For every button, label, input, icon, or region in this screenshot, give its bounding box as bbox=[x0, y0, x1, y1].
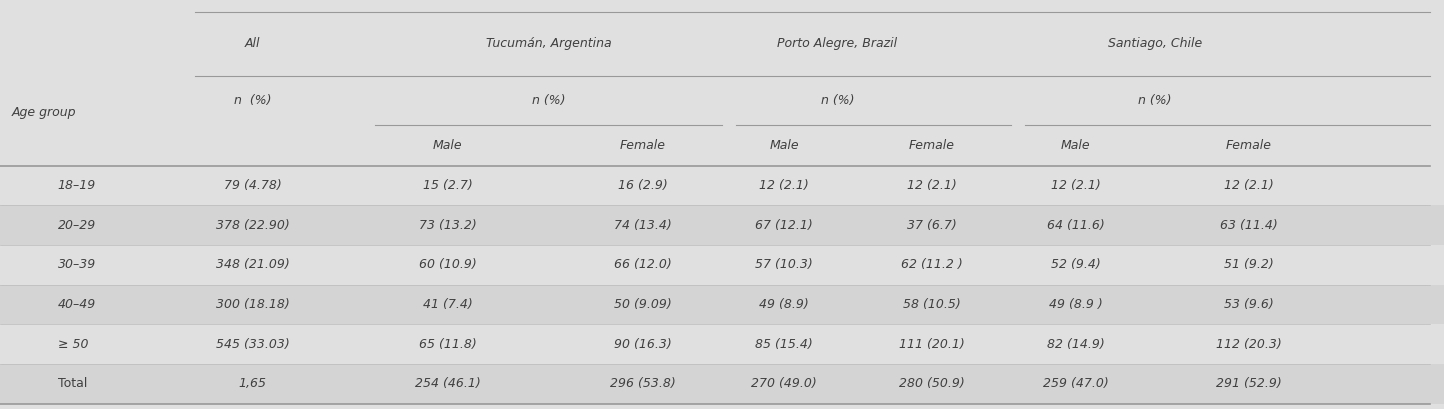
Text: 296 (53.8): 296 (53.8) bbox=[609, 378, 676, 390]
Text: n (%): n (%) bbox=[1138, 94, 1173, 107]
Text: Female: Female bbox=[1226, 139, 1272, 152]
Text: 20–29: 20–29 bbox=[58, 219, 95, 231]
Text: 12 (2.1): 12 (2.1) bbox=[907, 179, 956, 192]
Text: Female: Female bbox=[619, 139, 666, 152]
Bar bbox=[0, 364, 1444, 404]
Text: 41 (7.4): 41 (7.4) bbox=[423, 298, 472, 311]
Text: 49 (8.9): 49 (8.9) bbox=[760, 298, 809, 311]
Text: 90 (16.3): 90 (16.3) bbox=[614, 338, 671, 351]
Text: 15 (2.7): 15 (2.7) bbox=[423, 179, 472, 192]
Text: 50 (9.09): 50 (9.09) bbox=[614, 298, 671, 311]
Text: 85 (15.4): 85 (15.4) bbox=[755, 338, 813, 351]
Text: 12 (2.1): 12 (2.1) bbox=[1225, 179, 1274, 192]
Text: Female: Female bbox=[908, 139, 954, 152]
Bar bbox=[0, 285, 1444, 324]
Text: 73 (13.2): 73 (13.2) bbox=[419, 219, 477, 231]
Text: 65 (11.8): 65 (11.8) bbox=[419, 338, 477, 351]
Text: 12 (2.1): 12 (2.1) bbox=[1051, 179, 1100, 192]
Text: ≥ 50: ≥ 50 bbox=[58, 338, 88, 351]
Text: Age group: Age group bbox=[12, 106, 77, 119]
Text: 40–49: 40–49 bbox=[58, 298, 95, 311]
Text: Male: Male bbox=[1061, 139, 1090, 152]
Text: Total: Total bbox=[58, 378, 87, 390]
Text: 270 (49.0): 270 (49.0) bbox=[751, 378, 817, 390]
Text: n (%): n (%) bbox=[531, 94, 566, 107]
Text: 1,65: 1,65 bbox=[238, 378, 267, 390]
Text: 18–19: 18–19 bbox=[58, 179, 95, 192]
Text: 545 (33.03): 545 (33.03) bbox=[215, 338, 290, 351]
Text: Santiago, Chile: Santiago, Chile bbox=[1108, 38, 1203, 50]
Text: Tucumán, Argentina: Tucumán, Argentina bbox=[487, 38, 611, 50]
Text: 51 (9.2): 51 (9.2) bbox=[1225, 258, 1274, 271]
Text: 12 (2.1): 12 (2.1) bbox=[760, 179, 809, 192]
Text: 82 (14.9): 82 (14.9) bbox=[1047, 338, 1105, 351]
Text: 111 (20.1): 111 (20.1) bbox=[898, 338, 965, 351]
Text: 64 (11.6): 64 (11.6) bbox=[1047, 219, 1105, 231]
Text: 62 (11.2 ): 62 (11.2 ) bbox=[901, 258, 962, 271]
Text: 300 (18.18): 300 (18.18) bbox=[215, 298, 290, 311]
Text: 49 (8.9 ): 49 (8.9 ) bbox=[1048, 298, 1103, 311]
Text: 58 (10.5): 58 (10.5) bbox=[902, 298, 960, 311]
Text: 53 (9.6): 53 (9.6) bbox=[1225, 298, 1274, 311]
Text: All: All bbox=[245, 38, 260, 50]
Text: 280 (50.9): 280 (50.9) bbox=[898, 378, 965, 390]
Text: Male: Male bbox=[770, 139, 799, 152]
Text: 254 (46.1): 254 (46.1) bbox=[414, 378, 481, 390]
Text: n (%): n (%) bbox=[820, 94, 855, 107]
Text: n  (%): n (%) bbox=[234, 94, 271, 107]
Text: 66 (12.0): 66 (12.0) bbox=[614, 258, 671, 271]
Text: 378 (22.90): 378 (22.90) bbox=[215, 219, 290, 231]
Text: 348 (21.09): 348 (21.09) bbox=[215, 258, 290, 271]
Text: 30–39: 30–39 bbox=[58, 258, 95, 271]
Text: 63 (11.4): 63 (11.4) bbox=[1220, 219, 1278, 231]
Text: 79 (4.78): 79 (4.78) bbox=[224, 179, 282, 192]
Text: 74 (13.4): 74 (13.4) bbox=[614, 219, 671, 231]
Text: 57 (10.3): 57 (10.3) bbox=[755, 258, 813, 271]
Text: 52 (9.4): 52 (9.4) bbox=[1051, 258, 1100, 271]
Text: Porto Alegre, Brazil: Porto Alegre, Brazil bbox=[777, 38, 898, 50]
Bar bbox=[0, 205, 1444, 245]
Text: 67 (12.1): 67 (12.1) bbox=[755, 219, 813, 231]
Text: 291 (52.9): 291 (52.9) bbox=[1216, 378, 1282, 390]
Text: 60 (10.9): 60 (10.9) bbox=[419, 258, 477, 271]
Text: 259 (47.0): 259 (47.0) bbox=[1043, 378, 1109, 390]
Text: 16 (2.9): 16 (2.9) bbox=[618, 179, 667, 192]
Text: 112 (20.3): 112 (20.3) bbox=[1216, 338, 1282, 351]
Text: 37 (6.7): 37 (6.7) bbox=[907, 219, 956, 231]
Text: Male: Male bbox=[433, 139, 462, 152]
